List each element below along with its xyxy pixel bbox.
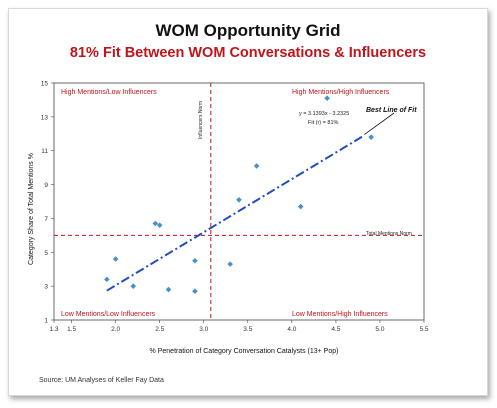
data-point	[192, 257, 198, 264]
y-tick-label: 5	[44, 250, 48, 257]
x-tick-label: 1.3	[49, 326, 58, 333]
data-point	[227, 261, 233, 267]
data-point	[192, 288, 198, 295]
y-tick-label: 15	[41, 81, 49, 88]
y-tick-label: 7	[44, 216, 48, 223]
chart-title: WOM Opportunity Grid	[155, 21, 341, 40]
quadrant-label-top-right: High Mentions/High Influencers	[292, 89, 390, 96]
best-line-pointer	[364, 112, 395, 135]
plot-area-frame	[53, 82, 425, 321]
scatter-chart: 1.3 1.5 2.0 2.5 3.0 3.5 4.0 4.5 5.0 5.51357911131…	[28, 81, 429, 356]
y-tick-label: 11	[41, 148, 48, 155]
chart-subtitle: 81% Fit Between WOM Conversations & Infl…	[69, 45, 427, 61]
x-tick-label: 2.0	[111, 326, 120, 333]
data-point	[130, 283, 137, 289]
x-tick-label: 4.0	[287, 326, 296, 333]
x-tick-label: 5.0	[375, 326, 384, 333]
data-point	[297, 203, 304, 210]
data-point	[156, 222, 163, 228]
source-note: Source: UM Analyses of Keller Fay Data	[39, 377, 164, 384]
reference-lines	[54, 83, 424, 320]
quadrant-label-bottom-left: Low Mentions/Low Influencers	[61, 311, 156, 318]
influencers-norm-label: Influencers Norm	[198, 101, 204, 139]
x-tick-label: 4.5	[331, 326, 340, 333]
data-point	[368, 134, 374, 140]
data-point	[236, 197, 242, 203]
y-tick-label: 9	[44, 182, 48, 189]
x-axis-title: % Penetration of Category Conversation C…	[150, 348, 339, 355]
axes: 1.3 1.5 2.0 2.5 3.0 3.5 4.0 4.5 5.0 5.51357911131…	[41, 81, 429, 334]
x-tick-label: 3.5	[243, 326, 252, 333]
y-tick-label: 3	[44, 284, 48, 291]
best-line-label: Best Line of Fit	[366, 107, 417, 114]
equation-label: y = 3.1393x - 3.2325	[299, 111, 349, 117]
fit-label: Fit (r) = 81%	[308, 120, 339, 126]
data-point	[152, 220, 159, 227]
quadrant-label-bottom-right: Low Mentions/High Influencers	[292, 311, 388, 318]
x-tick-label: 1.5	[67, 326, 76, 333]
data-point	[112, 256, 119, 262]
y-tick-label: 13	[41, 114, 49, 121]
x-tick-label: 3.0	[199, 326, 208, 333]
trendline-group	[106, 112, 395, 292]
data-point	[104, 276, 110, 283]
trendline	[106, 135, 363, 292]
quadrant-label-top-left: High Mentions/Low Influencers	[61, 89, 157, 96]
chart-card: WOM Opportunity Grid 81% Fit Between WOM…	[8, 8, 488, 396]
y-axis-title: Category Share of Total Mentions %	[28, 153, 35, 265]
x-tick-label: 2.5	[155, 326, 164, 333]
data-point	[253, 163, 260, 169]
y-tick-label: 1	[44, 318, 48, 325]
data-point	[324, 95, 330, 102]
total-mentions-norm-label: Total Mentions Norm	[366, 231, 412, 237]
x-tick-label: 5.5	[419, 326, 428, 333]
data-point	[165, 286, 172, 293]
